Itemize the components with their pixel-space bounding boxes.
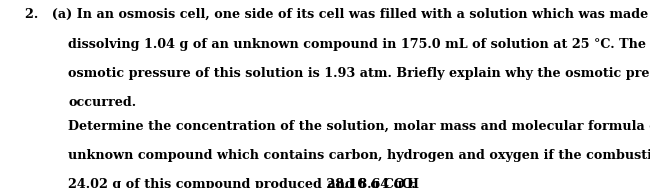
Text: 24.02 g of this compound produced 28.16 g CO: 24.02 g of this compound produced 28.16 … [68, 178, 405, 188]
Text: dissolving 1.04 g of an unknown compound in 175.0 mL of solution at 25 °C. The: dissolving 1.04 g of an unknown compound… [68, 38, 646, 51]
Text: unknown compound which contains carbon, hydrogen and oxygen if the combustion of: unknown compound which contains carbon, … [68, 149, 650, 161]
Text: 2.   (a) In an osmosis cell, one side of its cell was filled with a solution whi: 2. (a) In an osmosis cell, one side of i… [25, 8, 650, 21]
Text: and 8.64 g H: and 8.64 g H [322, 178, 419, 188]
Text: O.: O. [402, 178, 417, 188]
Text: Determine the concentration of the solution, molar mass and molecular formula of: Determine the concentration of the solut… [68, 119, 650, 132]
Text: osmotic pressure of this solution is 1.93 atm. Briefly explain why the osmotic p: osmotic pressure of this solution is 1.9… [68, 67, 650, 80]
Text: occurred.: occurred. [68, 96, 136, 109]
